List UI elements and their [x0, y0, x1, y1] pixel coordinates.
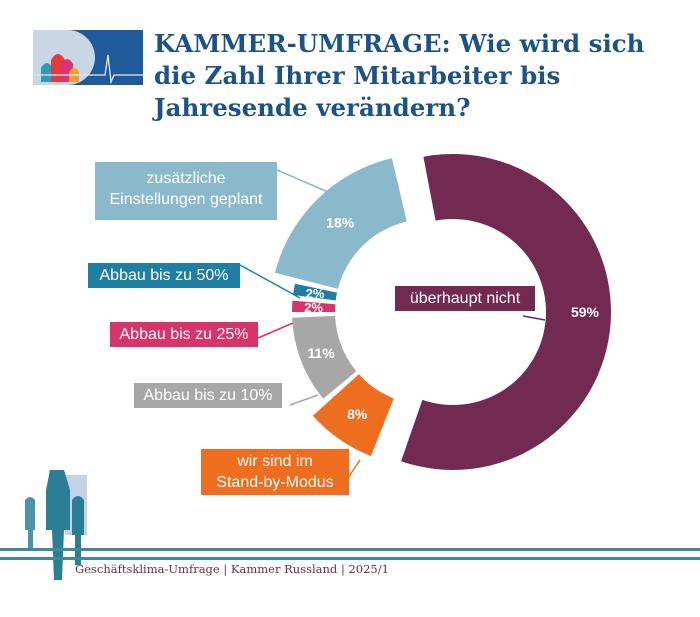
footer-divider	[0, 557, 700, 560]
label-zusaetzlich-line1: zusätzliche	[146, 170, 226, 187]
slice-value-label: 2%	[304, 300, 323, 315]
donut-slice	[292, 300, 336, 312]
label-standby-line1: wir sind im	[237, 453, 313, 470]
slice-value-label: 18%	[326, 214, 355, 230]
label-abbau-10: Abbau bis zu 10%	[134, 383, 282, 408]
donut-slice	[401, 154, 611, 471]
label-abbau-50: Abbau bis zu 50%	[88, 263, 240, 288]
label-standby-line2: Stand-by-Modus	[216, 474, 334, 491]
label-standby: wir sind im Stand-by-Modus	[201, 449, 349, 495]
footer-text: Geschäftsklima-Umfrage | Kammer Russland…	[75, 562, 389, 576]
slice-value-label: 11%	[307, 345, 335, 361]
footer-divider	[0, 548, 700, 551]
label-ueberhaupt-nicht: überhaupt nicht	[395, 286, 535, 311]
business-people-illustration	[25, 470, 87, 580]
leader-line	[276, 169, 336, 196]
donut-slice	[293, 283, 338, 301]
leader-line	[522, 315, 546, 321]
leader-line	[239, 264, 301, 299]
label-zusaetzlich-line2: Einstellungen geplant	[109, 191, 263, 208]
header-logo	[33, 30, 143, 85]
leader-line	[289, 394, 319, 406]
slice-value-label: 8%	[347, 406, 368, 422]
label-abbau-25: Abbau bis zu 25%	[110, 322, 258, 347]
donut-slice	[274, 158, 407, 289]
slice-value-label: 59%	[571, 304, 600, 320]
page-title: KAMMER-UMFRAGE: Wie wird sich die Zahl I…	[154, 29, 645, 122]
label-zusaetzlich: zusätzliche Einstellungen geplant	[95, 162, 277, 220]
donut-slice	[292, 315, 357, 399]
donut-slice	[312, 374, 394, 457]
slice-value-label: 2%	[306, 286, 325, 301]
